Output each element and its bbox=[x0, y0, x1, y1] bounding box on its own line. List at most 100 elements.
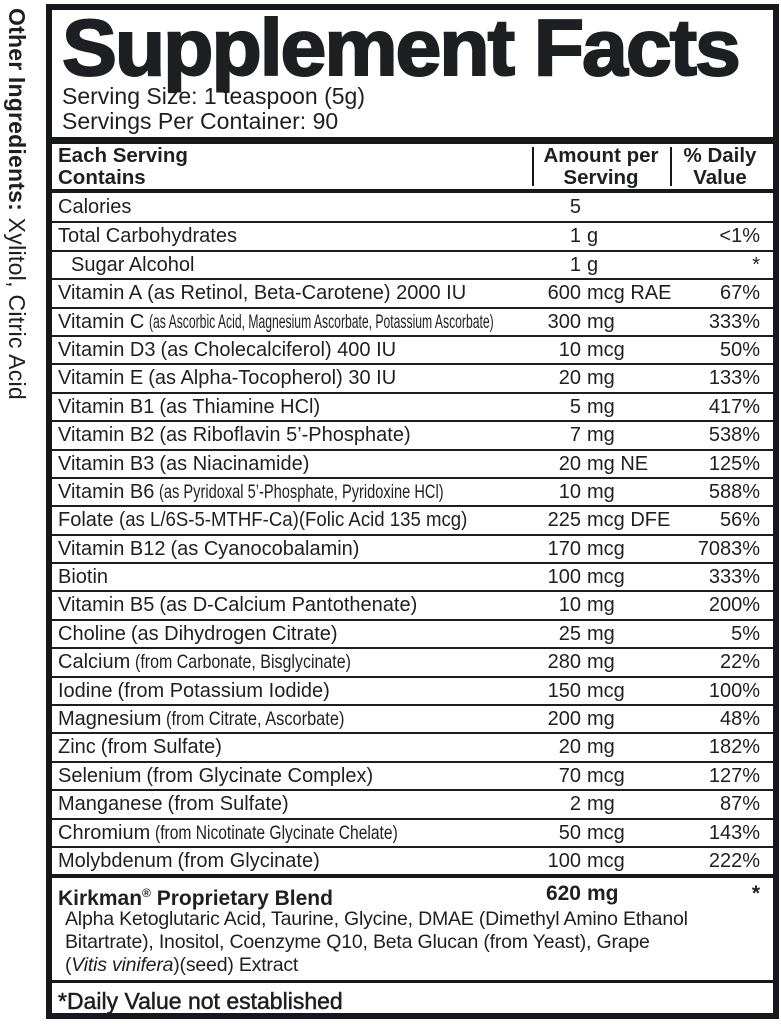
table-row: Manganese (from Sulfate) 2 mg 87% bbox=[52, 789, 773, 817]
amount-unit: mcg bbox=[587, 821, 625, 844]
table-row: Chromium (from Nicotinate Glycinate Chela… bbox=[52, 817, 773, 846]
daily-value-percent: 133% bbox=[708, 367, 760, 390]
nutrient-name: Total Carbohydrates bbox=[58, 225, 237, 248]
amount-value: 150 bbox=[547, 679, 581, 702]
amount-unit: mcg bbox=[587, 764, 625, 787]
nutrient-name: Biotin bbox=[58, 566, 109, 589]
amount-value: 200 bbox=[547, 708, 581, 731]
nutrient-name: Sugar Alcohol bbox=[71, 253, 195, 276]
blend-amount-value: 620 bbox=[545, 882, 581, 906]
nutrient-name: Vitamin E bbox=[58, 367, 144, 390]
column-each-serving: Each Serving Contains bbox=[58, 144, 188, 189]
other-ingredients-value: Xylitol, Citric Acid bbox=[4, 210, 30, 401]
registered-mark: ® bbox=[142, 886, 151, 901]
amount-value: 25 bbox=[558, 622, 581, 645]
table-row: Vitamin B2 (as Riboflavin 5’-Phosphate) 7… bbox=[52, 420, 773, 448]
latin-species-name: Vitis vinifera bbox=[71, 954, 174, 977]
amount-unit: mg bbox=[587, 395, 615, 418]
nutrient-name: Vitamin B12 bbox=[58, 537, 166, 560]
nutrient-source-detail: (as L/6S-5-MTHF-Ca)(Folic Acid 135 mcg) bbox=[118, 509, 467, 532]
blend-daily-value: * bbox=[751, 882, 760, 906]
daily-value-percent: 333% bbox=[708, 566, 760, 589]
daily-value-percent: 22% bbox=[719, 651, 760, 674]
nutrient-source-detail: (from Glycinate Complex) bbox=[146, 764, 374, 787]
nutrient-source-detail: (as D-Calcium Pantothenate) bbox=[159, 594, 418, 617]
daily-value-percent: 127% bbox=[708, 764, 760, 787]
nutrient-name: Iodine bbox=[58, 679, 113, 702]
daily-value-percent: 182% bbox=[708, 736, 760, 759]
amount-value: 2 bbox=[569, 793, 581, 816]
nutrient-source-detail: (as Niacinamide) bbox=[159, 452, 310, 475]
other-ingredients-label: Other Ingredients: bbox=[4, 8, 30, 211]
nutrient-source-detail: (from Nicotinate Glycinate Chelate) bbox=[155, 821, 399, 844]
table-row: Molybdenum (from Glycinate) 100 mcg 222% bbox=[52, 845, 773, 874]
servings-per-container: Servings Per Container: 90 bbox=[62, 108, 339, 134]
nutrient-source-detail: (from Potassium Iodide) bbox=[117, 679, 330, 702]
daily-value-percent: 222% bbox=[708, 849, 760, 872]
serving-size: Serving Size: 1 teaspoon (5g) bbox=[62, 83, 366, 109]
daily-value-percent: 56% bbox=[719, 509, 760, 532]
amount-unit: mcg DFE bbox=[587, 509, 671, 532]
amount-unit: mcg bbox=[587, 338, 625, 361]
facts-table-header: Each Serving Contains Amount per Serving… bbox=[52, 144, 773, 189]
amount-unit: mg bbox=[587, 594, 615, 617]
amount-value: 50 bbox=[558, 821, 581, 844]
daily-value-percent: 100% bbox=[708, 679, 760, 702]
amount-unit: mg bbox=[587, 480, 615, 503]
nutrient-source-detail: (as Alpha-Tocopherol) 30 IU bbox=[148, 367, 397, 390]
daily-value-percent: 143% bbox=[708, 821, 760, 844]
table-row: Vitamin B6 (as Pyridoxal 5’-Phosphate, Py… bbox=[52, 476, 773, 505]
daily-value-percent: 48% bbox=[719, 708, 760, 731]
nutrient-name: Calories bbox=[58, 196, 132, 218]
blend-description: Alpha Ketoglutaric Acid, Taurine, Glycin… bbox=[65, 908, 688, 977]
nutrient-source-detail: (as Ascorbic Acid, Magnesium Ascorbate, … bbox=[149, 311, 495, 333]
blend-name: Kirkman® Proprietary Blend bbox=[58, 886, 333, 911]
table-row: Calories 5 bbox=[52, 193, 773, 221]
proprietary-blend-row: Kirkman® Proprietary Blend 620 mg * bbox=[52, 878, 773, 910]
amount-unit: mg bbox=[587, 651, 615, 674]
table-row: Vitamin C (as Ascorbic Acid, Magnesium As… bbox=[52, 306, 773, 335]
nutrient-source-detail: (from Carbonate, Bisglycinate) bbox=[135, 651, 352, 674]
proprietary-blend-section: Kirkman® Proprietary Blend 620 mg * Alph… bbox=[52, 878, 773, 977]
amount-value: 1 bbox=[569, 253, 581, 276]
amount-value: 5 bbox=[569, 196, 581, 218]
nutrient-source-detail: (as Dihydrogen Citrate) bbox=[130, 622, 338, 645]
amount-unit: mg bbox=[587, 736, 615, 759]
nutrient-name: Vitamin D3 bbox=[58, 338, 156, 361]
daily-value-percent: 125% bbox=[708, 452, 760, 475]
nutrient-source-detail: (as Retinol, Beta-Carotene) 2000 IU bbox=[147, 282, 467, 305]
nutrient-name: Chromium bbox=[58, 821, 151, 844]
facts-table-body: Calories 5 Total Carbohydrates 1 g <1% S… bbox=[52, 193, 773, 874]
daily-value-percent: 588% bbox=[708, 480, 760, 503]
amount-unit: mg bbox=[587, 793, 615, 816]
nutrient-name: Selenium bbox=[58, 764, 142, 787]
daily-value-percent: 50% bbox=[719, 338, 760, 361]
nutrient-name: Molybdenum bbox=[58, 849, 173, 872]
header-divider-1 bbox=[532, 147, 534, 186]
daily-value-footnote: *Daily Value not established bbox=[58, 988, 343, 1015]
nutrient-name: Zinc bbox=[58, 736, 96, 759]
table-row: Sugar Alcohol 1 g * bbox=[52, 249, 773, 278]
nutrient-source-detail: (from Sulfate) bbox=[167, 793, 289, 816]
supplement-facts-label: Supplement Facts Serving Size: 1 teaspoo… bbox=[46, 4, 779, 1019]
nutrient-name: Vitamin B2 bbox=[58, 424, 155, 447]
daily-value-percent: 67% bbox=[719, 282, 760, 305]
amount-value: 7 bbox=[569, 424, 581, 447]
nutrient-source-detail: (from Sulfate) bbox=[100, 736, 222, 759]
nutrient-name: Magnesium bbox=[58, 708, 162, 731]
daily-value-percent: 333% bbox=[708, 310, 760, 333]
amount-unit: mcg bbox=[587, 537, 625, 560]
table-row: Vitamin D3 (as Cholecalciferol) 400 IU 10… bbox=[52, 334, 773, 363]
table-row: Choline (as Dihydrogen Citrate) 25 mg 5% bbox=[52, 618, 773, 647]
nutrient-name: Manganese bbox=[58, 793, 163, 816]
amount-value: 225 bbox=[547, 509, 581, 532]
table-row: Vitamin A (as Retinol, Beta-Carotene) 200… bbox=[52, 278, 773, 306]
table-row: Vitamin B12 (as Cyanocobalamin) 170 mcg 7… bbox=[52, 533, 773, 562]
nutrient-name: Vitamin B5 bbox=[58, 594, 155, 617]
nutrient-source-detail: (from Citrate, Ascorbate) bbox=[166, 708, 345, 731]
daily-value-percent: 200% bbox=[708, 594, 760, 617]
amount-value: 5 bbox=[569, 395, 581, 418]
amount-value: 20 bbox=[558, 736, 581, 759]
column-daily-value: % Daily Value bbox=[683, 144, 757, 189]
daily-value-percent: 87% bbox=[719, 793, 760, 816]
